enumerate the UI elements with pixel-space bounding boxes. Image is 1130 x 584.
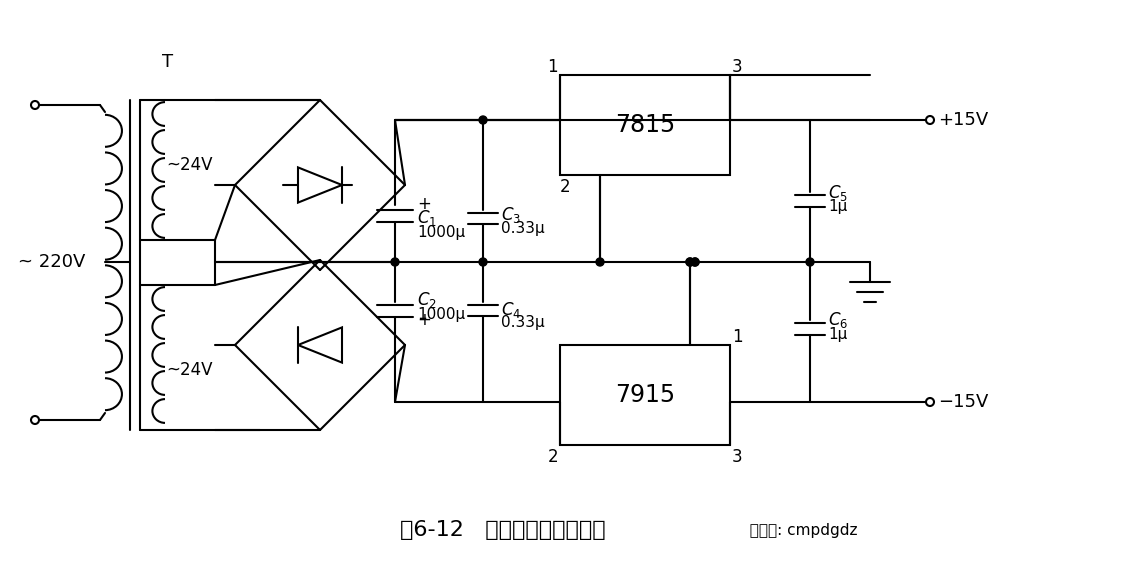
Text: 1μ: 1μ [828, 200, 848, 214]
Circle shape [925, 398, 935, 406]
Circle shape [31, 416, 40, 424]
Text: ~ 220V: ~ 220V [18, 253, 86, 271]
Text: $C_5$: $C_5$ [828, 183, 848, 203]
Circle shape [692, 258, 699, 266]
Text: ~24V: ~24V [167, 156, 214, 174]
Text: 1000μ: 1000μ [417, 307, 466, 322]
Circle shape [686, 258, 694, 266]
Circle shape [686, 258, 694, 266]
Text: ~24V: ~24V [167, 361, 214, 379]
Circle shape [31, 101, 40, 109]
Text: +: + [417, 195, 431, 213]
Bar [560, 345, 730, 445]
Text: 0.33μ: 0.33μ [501, 221, 545, 235]
Text: 1000μ: 1000μ [417, 225, 466, 241]
Text: 3: 3 [732, 58, 742, 76]
Text: 3: 3 [732, 448, 742, 466]
Text: 0.33μ: 0.33μ [501, 315, 545, 331]
Text: 2: 2 [547, 448, 558, 466]
Text: $C_2$: $C_2$ [417, 290, 437, 310]
Circle shape [692, 258, 699, 266]
Circle shape [479, 116, 487, 124]
Text: 7915: 7915 [615, 383, 675, 407]
Text: 2: 2 [559, 178, 571, 196]
Circle shape [806, 258, 814, 266]
Text: 1: 1 [547, 58, 558, 76]
Text: $C_4$: $C_4$ [501, 300, 521, 320]
Text: $C_3$: $C_3$ [501, 205, 521, 225]
Text: $C_1$: $C_1$ [417, 208, 437, 228]
Circle shape [596, 258, 605, 266]
Circle shape [479, 258, 487, 266]
Text: 7815: 7815 [615, 113, 675, 137]
Circle shape [391, 258, 399, 266]
Text: 微信号: cmpdgdz: 微信号: cmpdgdz [740, 523, 858, 537]
Bar [560, 75, 730, 175]
Text: 1: 1 [732, 328, 742, 346]
Text: $C_6$: $C_6$ [828, 310, 849, 330]
Text: 图6-12   正、负直流稳压电源: 图6-12 正、负直流稳压电源 [400, 520, 606, 540]
Text: −15V: −15V [938, 393, 989, 411]
Text: 1μ: 1μ [828, 326, 848, 342]
Text: T: T [163, 53, 174, 71]
Text: +: + [417, 311, 431, 329]
Text: +15V: +15V [938, 111, 989, 129]
Circle shape [925, 116, 935, 124]
